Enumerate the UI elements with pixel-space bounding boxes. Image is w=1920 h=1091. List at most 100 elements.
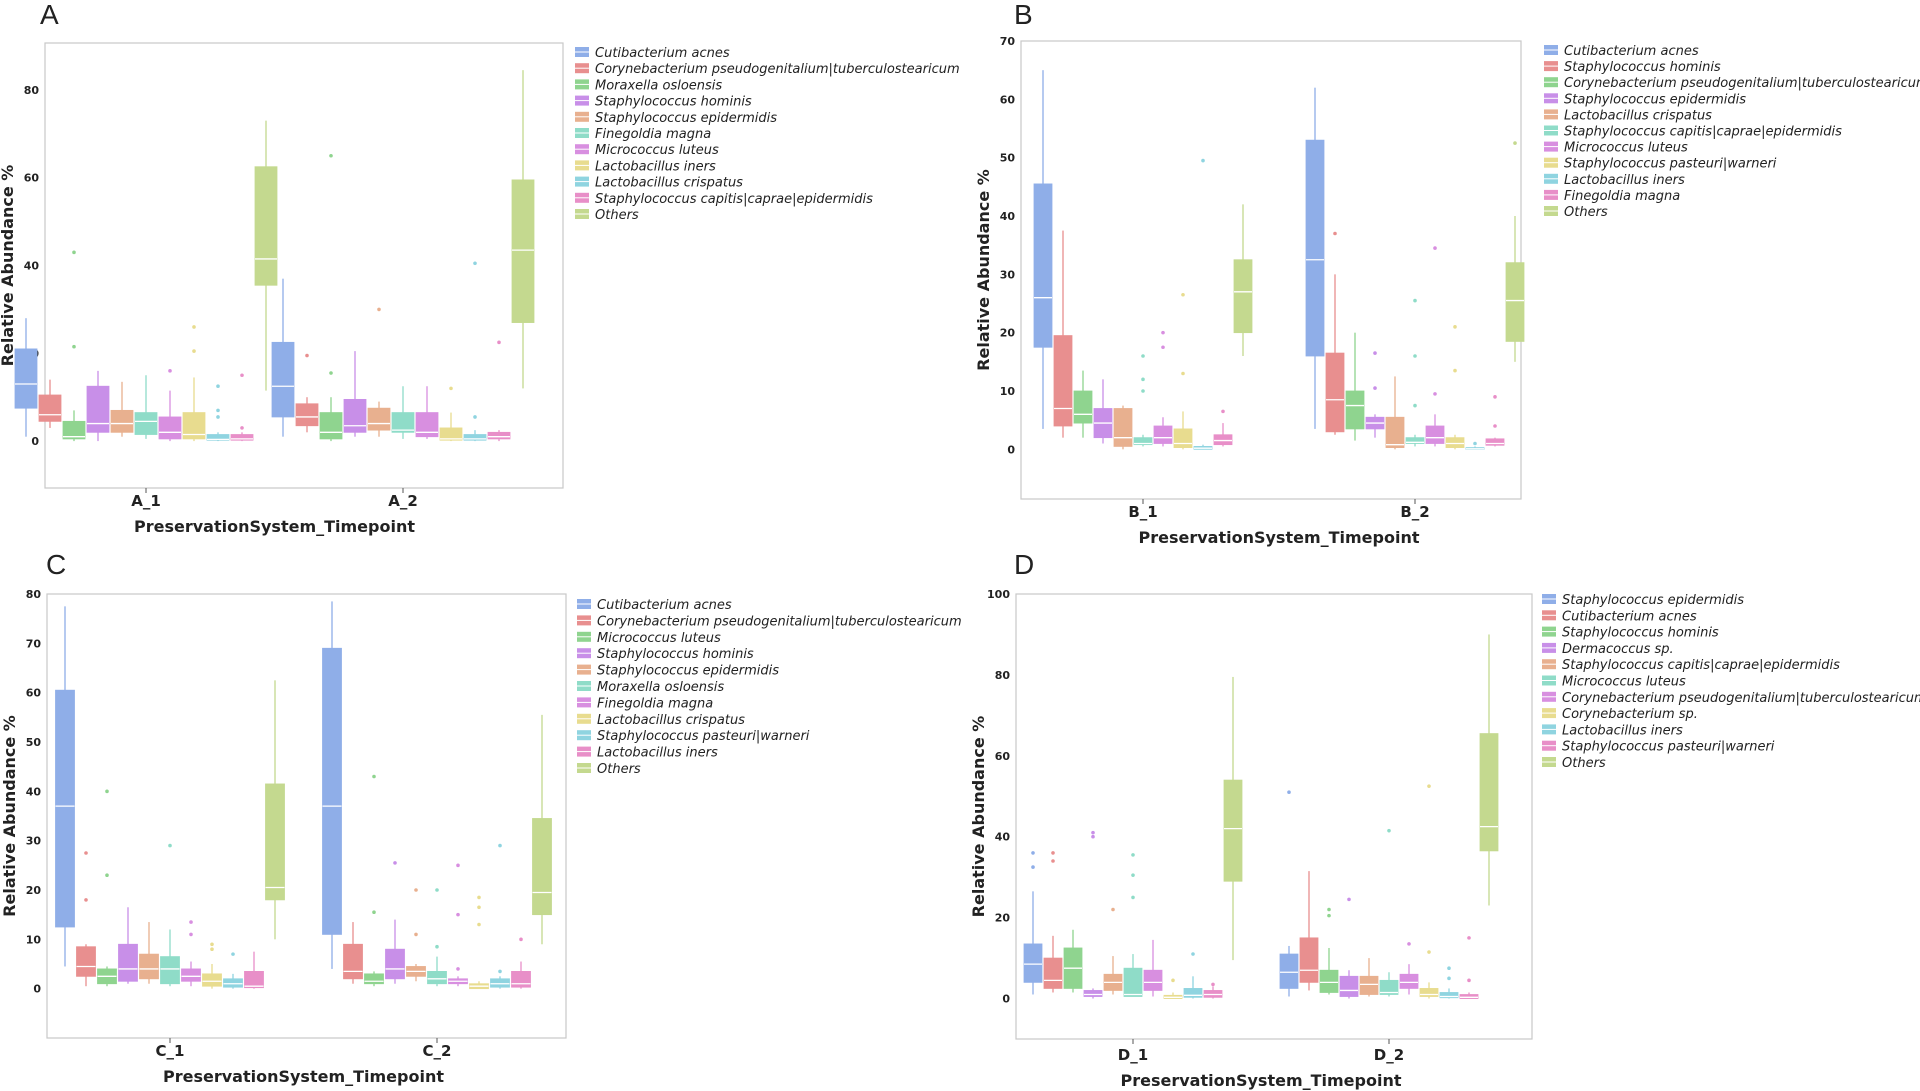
box-1-D_2 bbox=[1279, 790, 1299, 997]
box-10-B_2 bbox=[1485, 395, 1505, 447]
outlier-point bbox=[192, 349, 196, 353]
y-tick-label: 40 bbox=[24, 260, 40, 273]
box-body bbox=[1143, 969, 1163, 991]
panel-letter: A bbox=[40, 0, 59, 30]
box-body bbox=[364, 973, 384, 985]
outlier-point bbox=[1387, 828, 1391, 833]
box-4-D_1 bbox=[1083, 830, 1103, 999]
plot-frame bbox=[46, 593, 567, 1039]
outlier-point bbox=[1051, 859, 1055, 863]
outlier-point bbox=[1413, 354, 1417, 358]
box-body bbox=[343, 398, 367, 433]
legend: Staphylococcus epidermidisCutibacterium … bbox=[1542, 593, 1920, 771]
box-10-A_2 bbox=[487, 340, 511, 442]
panel-letter: C bbox=[46, 549, 66, 580]
box-body bbox=[439, 427, 463, 441]
box-8-C_1 bbox=[202, 942, 222, 989]
y-tick-label: 0 bbox=[31, 435, 39, 448]
outlier-point bbox=[1091, 830, 1095, 835]
outlier-point bbox=[216, 415, 220, 419]
box-body bbox=[1485, 438, 1505, 446]
box-body bbox=[1223, 779, 1243, 882]
outlier-point bbox=[1111, 907, 1115, 912]
box-body bbox=[1083, 990, 1103, 997]
box-9-B_2 bbox=[1465, 441, 1485, 450]
box-body bbox=[1173, 428, 1193, 448]
legend-label: Micrococcus luteus bbox=[1564, 141, 1688, 156]
outlier-point bbox=[231, 952, 235, 956]
outlier-point bbox=[1373, 386, 1377, 390]
box-body bbox=[1419, 988, 1439, 997]
outlier-point bbox=[1373, 351, 1377, 355]
legend-label: Staphylococcus epidermidis bbox=[597, 664, 779, 679]
box-body bbox=[319, 412, 343, 440]
box-8-D_1 bbox=[1163, 978, 1183, 999]
box-body bbox=[62, 420, 86, 440]
outlier-point bbox=[1327, 907, 1331, 912]
panel-a: A020406080Relative Abundance %A_1A_2Pres… bbox=[0, 0, 960, 536]
box-body bbox=[322, 647, 342, 935]
outlier-point bbox=[1413, 298, 1417, 303]
outlier-point bbox=[1181, 292, 1185, 297]
box-5-D_1 bbox=[1103, 907, 1123, 995]
outlier-point bbox=[1031, 851, 1035, 855]
outlier-point bbox=[72, 250, 76, 255]
box-1-A_2 bbox=[271, 278, 295, 437]
outlier-point bbox=[372, 774, 376, 779]
box-body bbox=[511, 971, 531, 988]
box-body bbox=[511, 179, 535, 323]
y-axis-title: Relative Abundance % bbox=[974, 169, 993, 371]
outlier-point bbox=[216, 408, 220, 413]
box-body bbox=[55, 689, 75, 928]
outlier-point bbox=[189, 932, 193, 937]
box-10-D_2 bbox=[1459, 936, 1479, 999]
box-7-D_2 bbox=[1399, 942, 1419, 995]
box-2-A_1 bbox=[38, 379, 62, 428]
legend-label: Staphylococcus epidermidis bbox=[595, 111, 777, 126]
outlier-point bbox=[456, 863, 460, 868]
panel-letter: D bbox=[1014, 549, 1034, 580]
outlier-point bbox=[1191, 952, 1195, 956]
outlier-point bbox=[449, 386, 453, 391]
outlier-point bbox=[497, 340, 501, 345]
box-body bbox=[1279, 953, 1299, 989]
legend-label: Staphylococcus hominis bbox=[1562, 626, 1719, 641]
box-3-A_1 bbox=[62, 250, 86, 442]
outlier-point bbox=[329, 371, 333, 375]
legend-label: Cutibacterium acnes bbox=[1562, 609, 1697, 624]
box-body bbox=[415, 412, 439, 438]
box-4-B_1 bbox=[1093, 379, 1113, 444]
box-body bbox=[139, 953, 159, 980]
outlier-point bbox=[473, 261, 477, 266]
box-11-C_2 bbox=[532, 714, 552, 945]
box-11-D_2 bbox=[1479, 634, 1499, 906]
box-body bbox=[230, 434, 254, 441]
box-3-D_2 bbox=[1319, 907, 1339, 995]
outlier-point bbox=[1453, 368, 1457, 373]
y-tick-label: 10 bbox=[26, 933, 42, 946]
legend-label: Corynebacterium pseudogenitalium|tubercu… bbox=[595, 62, 960, 77]
outlier-point bbox=[1031, 865, 1035, 869]
outlier-point bbox=[1051, 851, 1055, 855]
box-11-A_2 bbox=[511, 70, 535, 389]
outlier-point bbox=[1171, 978, 1175, 983]
outlier-point bbox=[477, 895, 481, 900]
outlier-point bbox=[1493, 424, 1497, 428]
box-9-D_2 bbox=[1439, 966, 1459, 999]
box-2-D_1 bbox=[1043, 851, 1063, 993]
box-7-B_2 bbox=[1425, 246, 1445, 447]
box-7-A_2 bbox=[415, 386, 439, 439]
outlier-point bbox=[1473, 441, 1477, 446]
legend-label: Lactobacillus crispatus bbox=[595, 176, 743, 191]
legend-label: Lactobacillus iners bbox=[1562, 723, 1683, 738]
box-1-C_2 bbox=[322, 601, 342, 969]
x-tick-label: B_1 bbox=[1128, 503, 1157, 521]
outlier-point bbox=[1407, 942, 1411, 946]
panel-d: D 0 20 40 60 80 100 Relative Abundance % D_1 D_2 P… bbox=[969, 549, 1920, 1090]
box-body bbox=[1339, 975, 1359, 997]
y-tick-label: 0 bbox=[1002, 993, 1010, 1006]
box-10-B_1 bbox=[1213, 409, 1233, 447]
x-axis-title: PreservationSystem_Timepoint bbox=[134, 517, 415, 536]
